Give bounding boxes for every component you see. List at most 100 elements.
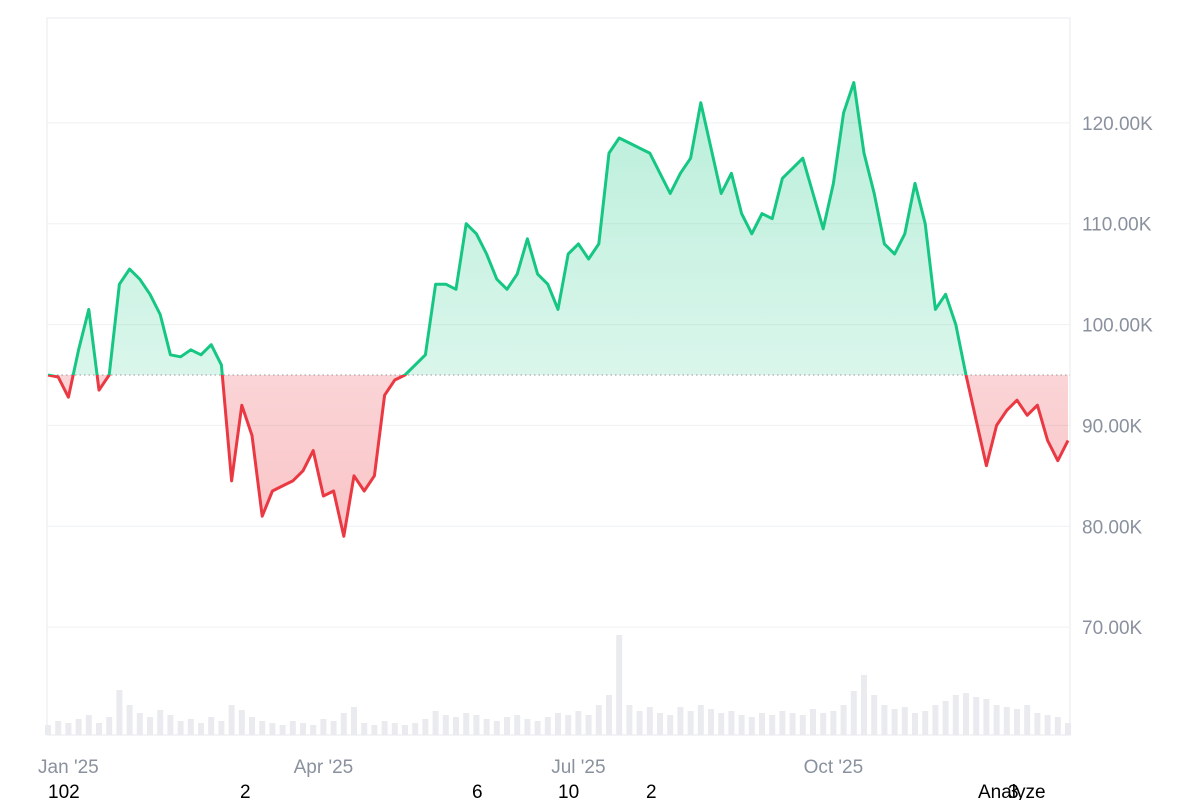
volume-bar	[96, 723, 102, 735]
volume-bar	[901, 707, 908, 735]
volume-bar	[657, 713, 663, 735]
volume-bar	[187, 719, 194, 735]
volume-bar	[616, 635, 623, 735]
volume-bar	[708, 709, 714, 735]
volume-bar	[789, 713, 796, 735]
volume-bar	[85, 715, 92, 735]
volume-bar	[830, 711, 837, 735]
area-below	[48, 374, 1068, 537]
volume-bar	[606, 695, 612, 735]
volume-bar	[463, 713, 470, 735]
volume-bar	[75, 719, 82, 735]
volume-bar	[218, 721, 225, 735]
volume-bar	[208, 717, 215, 735]
y-tick-label: 120.00K	[1082, 114, 1153, 135]
volume-bar	[636, 711, 643, 735]
volume-bar	[483, 719, 490, 735]
footer-count: 10	[558, 782, 579, 800]
volume-bar	[116, 690, 123, 735]
x-tick-label: Jul '25	[551, 757, 605, 778]
volume-bar	[320, 719, 327, 735]
volume-bar	[677, 707, 684, 735]
volume-bar	[279, 725, 286, 735]
volume-bar	[412, 723, 419, 735]
volume-bar	[300, 723, 306, 735]
volume-bar	[820, 713, 827, 735]
volume-bar	[595, 705, 602, 735]
volume-bar	[157, 710, 164, 735]
volume-bar	[198, 723, 204, 735]
footer-count: 3	[1008, 782, 1019, 800]
volume-bar	[371, 725, 378, 735]
volume-bar	[524, 719, 531, 735]
volume-bar	[442, 715, 449, 735]
volume-bar	[493, 721, 500, 735]
volume-bar	[973, 697, 980, 735]
volume-bar	[759, 713, 765, 735]
volume-bar	[1034, 713, 1041, 735]
volume-bar	[147, 717, 153, 735]
volume-bar	[575, 711, 582, 735]
volume-bar	[626, 705, 633, 735]
volume-bar	[922, 711, 929, 735]
volume-bar	[912, 713, 918, 735]
volume-bar	[810, 709, 816, 735]
volume-bar	[330, 721, 337, 735]
volume-bar	[1024, 705, 1031, 735]
volume-bar	[1065, 723, 1071, 735]
volume-bar	[942, 701, 949, 735]
volume-bar	[45, 725, 51, 735]
volume-bar	[136, 713, 143, 735]
volume-bar	[993, 705, 1000, 735]
volume-bar	[932, 705, 939, 735]
volume-bar	[391, 723, 398, 735]
volume-bar	[381, 721, 388, 735]
volume-bar	[881, 705, 888, 735]
volume-bar	[779, 711, 786, 735]
volume-bar	[289, 721, 296, 735]
volume-bar	[238, 710, 245, 735]
volume-bar	[106, 717, 113, 735]
volume-bar	[646, 707, 653, 735]
y-tick-label: 110.00K	[1082, 215, 1152, 236]
volume-bar	[738, 715, 745, 735]
footer-count: 102	[48, 782, 80, 800]
volume-bar	[565, 715, 572, 735]
volume-bar	[799, 715, 806, 735]
volume-bar	[667, 715, 674, 735]
volume-bar	[432, 711, 439, 735]
volume-bar	[310, 725, 317, 735]
x-tick-label: Jan '25	[38, 757, 99, 778]
volume-bar	[891, 709, 898, 735]
volume-bar	[555, 713, 561, 735]
volume-bar	[983, 699, 990, 735]
y-tick-label: 80.00K	[1082, 517, 1143, 538]
volume-bar	[585, 715, 592, 735]
volume-bar	[850, 691, 857, 735]
volume-bar	[1054, 717, 1061, 735]
y-tick-label: 90.00K	[1082, 416, 1143, 437]
volume-bar	[728, 711, 735, 735]
footer-count: 2	[240, 782, 251, 800]
volume-bar	[861, 675, 867, 735]
volume-bar	[1014, 709, 1020, 735]
volume-bar	[504, 717, 510, 735]
volume-bar	[361, 723, 368, 735]
volume-bar	[422, 719, 429, 735]
volume-bar	[126, 705, 133, 735]
volume-bar	[963, 693, 969, 735]
volume-bar	[249, 717, 255, 735]
volume-bar	[473, 715, 480, 735]
volume-bar	[1003, 707, 1010, 735]
volume-bar	[177, 721, 184, 735]
volume-bar	[748, 717, 755, 735]
analyze-button[interactable]: Analyze	[978, 782, 1046, 800]
x-tick-label: Apr '25	[294, 757, 354, 778]
volume-bar	[952, 695, 959, 735]
y-tick-label: 70.00K	[1082, 618, 1143, 639]
volume-bar	[769, 715, 776, 735]
volume-bar	[269, 723, 276, 735]
volume-bar	[167, 715, 174, 735]
area-above	[48, 82, 1068, 375]
